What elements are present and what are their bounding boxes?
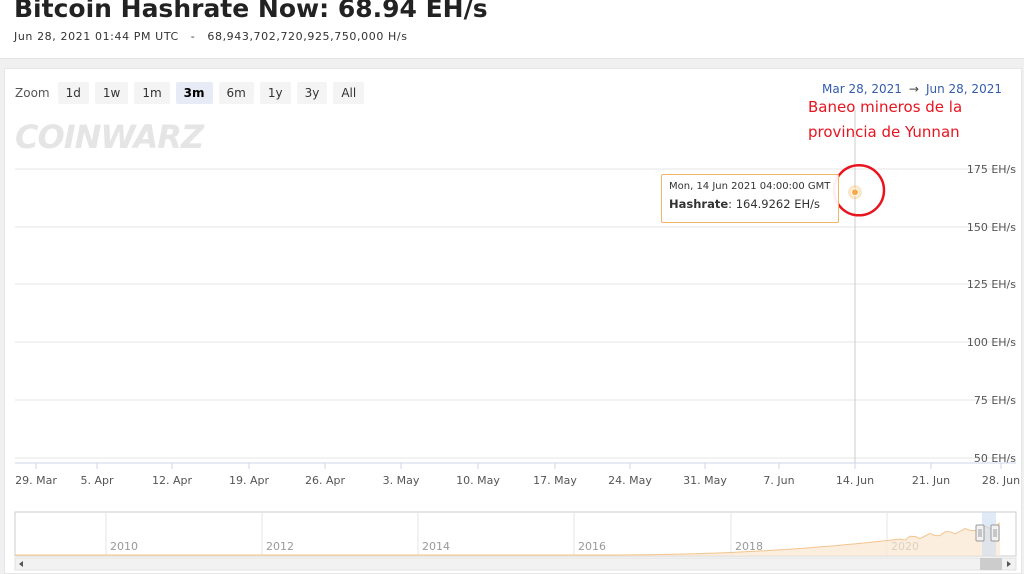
navigator-year-label: 2014 <box>422 540 450 553</box>
scroll-left-arrow-icon[interactable] <box>19 561 23 567</box>
navigator-year-label: 2012 <box>266 540 294 553</box>
hover-point[interactable] <box>851 188 859 197</box>
tooltip-date: Mon, 14 Jun 2021 04:00:00 GMT <box>669 181 831 192</box>
zoom-button-1w[interactable]: 1w <box>94 82 129 104</box>
hashrate-subtitle: Jun 28, 2021 01:44 PM UTC -68,943,702,720… <box>14 30 408 43</box>
zoom-toolbar: Zoom 1d 1w 1m 3m 6m 1y 3y All <box>15 81 370 105</box>
header: Bitcoin Hashrate Now: 68.94 EH/s Jun 28,… <box>0 0 1024 59</box>
tooltip-series: Hashrate <box>669 197 729 211</box>
tooltip-value: 164.9262 EH/s <box>735 197 820 211</box>
x-tick-label: 14. Jun <box>836 474 874 487</box>
y-tick-label: 50 EH/s <box>974 452 1016 465</box>
x-tick-label: 26. Apr <box>305 474 345 487</box>
x-tick-label: 29. Mar <box>15 474 57 487</box>
date-range: Mar 28, 2021 → Jun 28, 2021 <box>822 82 1002 96</box>
zoom-button-6m[interactable]: 6m <box>218 82 254 104</box>
scroll-right-arrow-icon[interactable] <box>1007 561 1011 567</box>
navigator-year-label: 2016 <box>578 540 606 553</box>
y-tick-label: 75 EH/s <box>974 394 1016 407</box>
separator: - <box>190 30 196 43</box>
y-tick-label: 100 EH/s <box>967 336 1016 349</box>
navigator-selection[interactable] <box>982 512 996 556</box>
range-from[interactable]: Mar 28, 2021 <box>822 82 902 96</box>
zoom-button-3y[interactable]: 3y <box>296 82 328 104</box>
x-tick-label: 7. Jun <box>763 474 794 487</box>
zoom-button-1m[interactable]: 1m <box>134 82 170 104</box>
coinwarz-watermark: COINWARZ <box>15 118 204 156</box>
navigator-year-label: 2010 <box>110 540 138 553</box>
x-tick-label: 21. Jun <box>912 474 950 487</box>
x-tick-label: 19. Apr <box>229 474 269 487</box>
range-to[interactable]: Jun 28, 2021 <box>925 82 1002 96</box>
navigator-handle-left[interactable] <box>975 524 985 542</box>
yunnan-annotation: Baneo mineros de la provincia de Yunnan <box>808 95 1018 145</box>
navigator-handle-right[interactable] <box>990 524 1000 542</box>
hashrate-tooltip: Mon, 14 Jun 2021 04:00:00 GMT Hashrate: … <box>661 174 839 223</box>
x-tick-label: 3. May <box>383 474 420 487</box>
annotation-line-2: provincia de Yunnan <box>808 123 960 141</box>
exact-hashrate: 68,943,702,720,925,750,000 H/s <box>207 30 408 43</box>
x-tick-label: 24. May <box>608 474 652 487</box>
scrollbar-track[interactable] <box>14 557 1017 571</box>
x-tick-label: 17. May <box>533 474 577 487</box>
navigator-area <box>15 523 1000 556</box>
zoom-button-1y[interactable]: 1y <box>259 82 291 104</box>
y-tick-label: 175 EH/s <box>967 163 1016 176</box>
page-title: Bitcoin Hashrate Now: 68.94 EH/s <box>14 0 488 23</box>
scrollbar-thumb[interactable] <box>980 558 1002 570</box>
zoom-button-all[interactable]: All <box>333 82 365 104</box>
x-tick-label: 28. Jun <box>982 474 1020 487</box>
y-tick-label: 125 EH/s <box>967 278 1016 291</box>
timestamp: Jun 28, 2021 01:44 PM UTC <box>14 30 179 43</box>
navigator-line <box>15 522 1001 556</box>
x-tick-label: 5. Apr <box>80 474 113 487</box>
y-tick-label: 150 EH/s <box>967 221 1016 234</box>
navigator-year-label: 2018 <box>735 540 763 553</box>
tooltip-value-row: Hashrate: 164.9262 EH/s <box>669 197 820 211</box>
annotation-line-1: Baneo mineros de la <box>808 98 963 116</box>
x-tick-label: 12. Apr <box>152 474 192 487</box>
x-tick-label: 10. May <box>456 474 500 487</box>
zoom-label: Zoom <box>15 86 50 100</box>
x-tick-label: 31. May <box>683 474 727 487</box>
range-arrow: → <box>908 82 919 96</box>
zoom-button-3m[interactable]: 3m <box>175 82 213 104</box>
zoom-button-1d[interactable]: 1d <box>57 82 89 104</box>
